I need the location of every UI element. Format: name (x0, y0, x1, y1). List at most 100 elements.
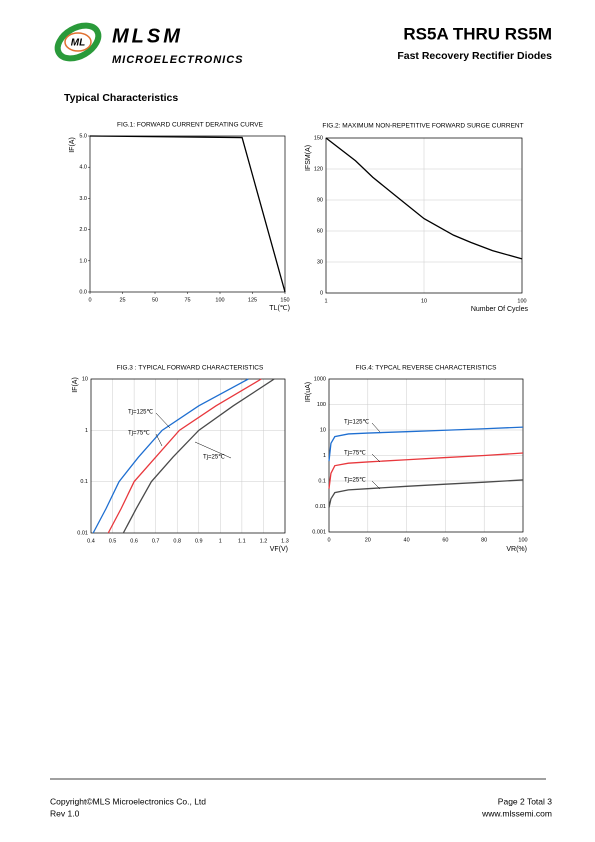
series-line (328, 452, 524, 489)
x-tick-label: 60 (442, 537, 448, 543)
x-axis-label: TL(℃) (269, 305, 290, 312)
copyright: Copyright©MLS Microelectronics Co., Ltd (50, 796, 206, 806)
x-tick-label: 0.7 (152, 538, 160, 544)
y-tick-label: 3.0 (79, 196, 87, 202)
y-tick-label: 4.0 (79, 165, 87, 171)
y-tick-label: 0.1 (80, 479, 88, 485)
chart-title: FIG.3 : TYPICAL FORWARD CHARACTERISTICS (117, 365, 264, 372)
x-tick-label: 1.2 (260, 538, 268, 544)
series-line (325, 137, 523, 260)
y-tick-label: 0 (320, 290, 323, 296)
series-label: Tj=25℃ (203, 455, 225, 461)
y-tick-label: 10 (320, 427, 326, 433)
chart: FIG.4: TYPCAL REVERSE CHARACTERISTICS 0.0… (305, 365, 528, 553)
logo: ML (54, 22, 102, 62)
x-tick-label: 1.3 (281, 538, 289, 544)
y-tick-label: 0.01 (315, 504, 326, 510)
x-axis-label: Number Of Cycles (471, 306, 529, 313)
x-axis-label: VR(%) (506, 546, 527, 553)
y-tick-label: 5.0 (79, 133, 87, 139)
label-leader (371, 480, 381, 490)
y-tick-label: 60 (317, 228, 323, 234)
series-label: Tj=75℃ (344, 451, 366, 457)
series-label: Tj=125℃ (128, 410, 154, 416)
y-tick-label: 1000 (314, 376, 326, 382)
x-tick-label: 0 (327, 537, 330, 543)
y-axis-label: IF(A) (69, 137, 76, 153)
logo-ring (54, 22, 102, 62)
y-tick-label: 120 (314, 166, 323, 172)
page-number: Page 2 Total 3 (498, 796, 552, 806)
series-line (328, 426, 524, 462)
plot-frame (89, 135, 286, 293)
y-axis-label: IR(uA) (305, 382, 312, 402)
series-label: Tj=75℃ (128, 431, 150, 437)
x-tick-label: 80 (481, 537, 487, 543)
x-tick-label: 100 (517, 298, 526, 304)
logo-mark: ML (71, 38, 85, 49)
y-tick-label: 2.0 (79, 227, 87, 233)
x-tick-label: 75 (184, 297, 190, 303)
x-tick-label: 10 (421, 298, 427, 304)
y-tick-label: 90 (317, 197, 323, 203)
chart: FIG.2: MAXIMUM NON-REPETITIVE FORWARD SU… (305, 123, 529, 313)
series-label: Tj=25℃ (344, 478, 366, 484)
doc-title: RS5A THRU RS5M (403, 24, 552, 43)
plot-frame (325, 137, 523, 294)
chart: FIG.1: FORWARD CURRENT DERATING CURVE 0.0… (69, 122, 290, 312)
y-axis-label: IFSM(A) (305, 145, 312, 171)
section-title: Typical Characteristics (64, 92, 178, 104)
x-tick-label: 1 (324, 298, 327, 304)
plot-frame (90, 378, 286, 534)
plot-area (90, 136, 285, 292)
series-line (107, 378, 262, 534)
chart-title: FIG.1: FORWARD CURRENT DERATING CURVE (117, 122, 264, 129)
series-line (92, 378, 249, 534)
x-tick-label: 125 (248, 297, 257, 303)
y-axis-label: IF(A) (72, 377, 79, 393)
y-tick-label: 0.01 (77, 530, 88, 536)
y-tick-label: 1 (323, 453, 326, 459)
x-tick-label: 25 (119, 297, 125, 303)
x-tick-label: 0.8 (173, 538, 181, 544)
y-tick-label: 10 (82, 376, 88, 382)
x-tick-label: 150 (280, 297, 289, 303)
y-tick-label: 0.001 (312, 529, 326, 535)
label-leader (155, 433, 163, 447)
logo-inner (64, 32, 92, 52)
chart: FIG.3 : TYPICAL FORWARD CHARACTERISTICS 0… (72, 365, 289, 553)
chart-title: FIG.4: TYPCAL REVERSE CHARACTERISTICS (356, 365, 498, 372)
y-tick-label: 100 (317, 402, 326, 408)
y-tick-label: 150 (314, 135, 323, 141)
x-tick-label: 100 (215, 297, 224, 303)
y-tick-label: 1.0 (79, 258, 87, 264)
x-tick-label: 0.4 (87, 538, 95, 544)
x-tick-label: 40 (404, 537, 410, 543)
revision: Rev 1.0 (50, 808, 80, 818)
label-leader (155, 412, 171, 429)
x-tick-label: 0.9 (195, 538, 203, 544)
label-leader (371, 422, 381, 433)
x-tick-label: 100 (518, 537, 527, 543)
y-tick-label: 0.1 (318, 478, 326, 484)
y-tick-label: 1 (85, 428, 88, 434)
series-label: Tj=125℃ (344, 420, 370, 426)
series-line (122, 378, 275, 534)
label-leader (371, 453, 381, 463)
x-tick-label: 0 (88, 297, 91, 303)
website: www.mlssemi.com (481, 808, 552, 818)
x-axis-label: VF(V) (270, 546, 288, 553)
x-tick-label: 1.1 (238, 538, 246, 544)
brand-sub: MICROELECTRONICS (112, 54, 244, 66)
x-tick-label: 1 (219, 538, 222, 544)
series-line (328, 479, 524, 508)
y-tick-label: 0.0 (79, 289, 87, 295)
x-tick-label: 0.6 (130, 538, 138, 544)
chart-title: FIG.2: MAXIMUM NON-REPETITIVE FORWARD SU… (322, 123, 523, 130)
x-tick-label: 50 (152, 297, 158, 303)
plot-area (91, 379, 285, 533)
brand: MLSM (112, 25, 183, 47)
doc-subtitle: Fast Recovery Rectifier Diodes (397, 50, 552, 62)
